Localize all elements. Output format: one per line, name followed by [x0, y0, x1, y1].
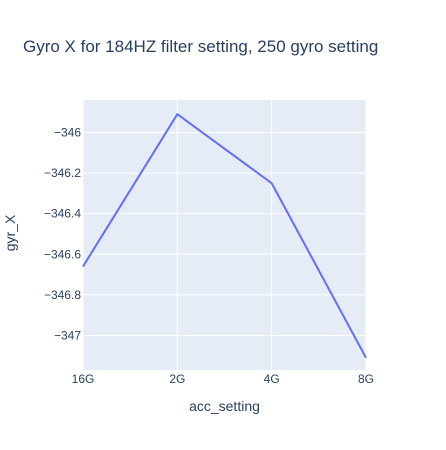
x-tick-label: 8G: [358, 372, 374, 386]
x-tick-labels: 16G 2G 4G 8G: [72, 372, 374, 386]
y-tick-labels: −346 −346.2 −346.4 −346.6 −346.8 −347: [44, 125, 81, 342]
x-axis-title: acc_setting: [189, 398, 260, 414]
y-tick-label: −346.8: [44, 288, 81, 302]
series-group: [82, 113, 367, 359]
plot-area: [83, 100, 366, 370]
chart-title: Gyro X for 184HZ filter setting, 250 gyr…: [23, 37, 378, 56]
y-tick-label: −346: [54, 125, 81, 139]
y-gridlines: [83, 131, 366, 336]
x-tick-label: 16G: [72, 372, 95, 386]
data-point: [176, 113, 178, 115]
y-tick-label: −346.2: [44, 166, 81, 180]
x-gridlines: [82, 100, 367, 370]
data-point: [365, 357, 367, 359]
y-tick-label: −347: [54, 328, 81, 342]
data-point: [271, 182, 273, 184]
y-axis-title: gyr_X: [2, 214, 18, 251]
y-tick-label: −346.4: [44, 207, 81, 221]
series-line: [82, 113, 367, 359]
x-tick-label: 2G: [169, 372, 185, 386]
data-point: [82, 265, 84, 267]
y-tick-label: −346.6: [44, 247, 81, 261]
x-tick-label: 4G: [264, 372, 280, 386]
